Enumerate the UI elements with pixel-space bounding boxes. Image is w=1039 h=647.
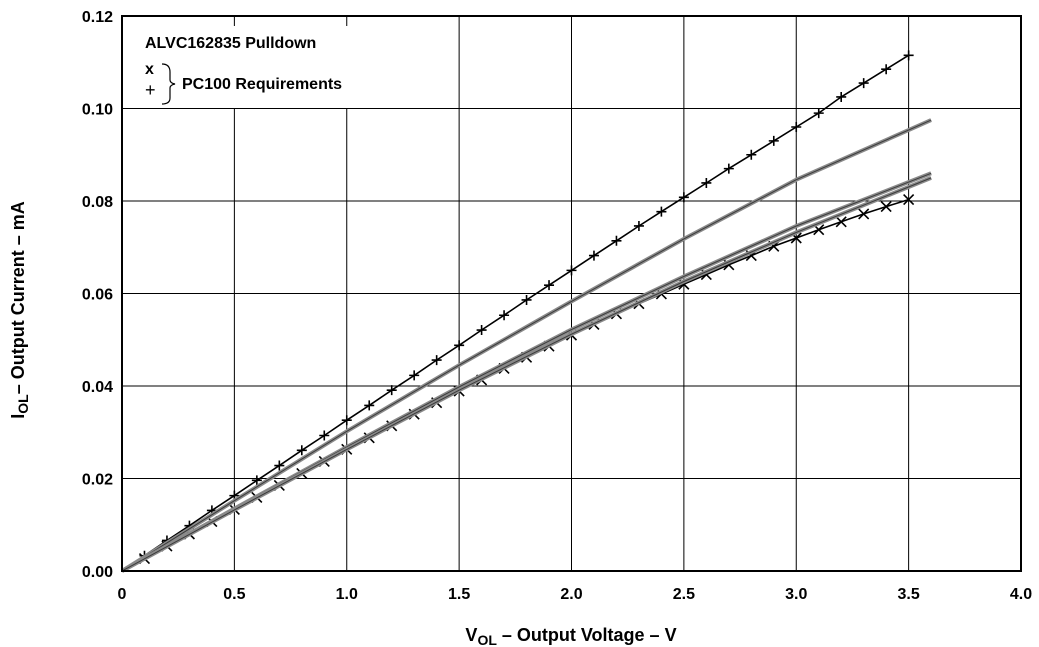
x-tick-label: 2.5 [673, 586, 695, 603]
y-tick-label: 0.04 [82, 379, 113, 396]
y-tick-label: 0.12 [82, 9, 113, 26]
x-marker [835, 216, 847, 228]
plus-marker [633, 220, 644, 231]
plus-marker [813, 108, 824, 119]
plus-marker [858, 78, 869, 89]
series-1 [121, 194, 915, 572]
plus-marker [701, 177, 712, 188]
legend-marker-x-label: x [145, 61, 154, 78]
legend: ALVC162835 Pulldown x + PC100 Requiremen… [134, 26, 402, 108]
band-line-core-2 [121, 119, 932, 572]
plus-marker [431, 355, 442, 366]
series-line-0 [121, 54, 910, 572]
y-axis-title-subscript: OL [15, 394, 31, 414]
x-tick-label: 0.5 [223, 586, 245, 603]
x-axis-title-prefix: V [465, 625, 477, 645]
plus-marker [296, 445, 307, 456]
x-marker [903, 194, 915, 206]
plus-marker [723, 163, 734, 174]
x-tick-label: 2.0 [560, 586, 582, 603]
x-marker [880, 200, 892, 213]
plus-marker [791, 122, 802, 132]
legend-background [134, 26, 402, 108]
plot-frame [121, 15, 1022, 572]
legend-marker-plus-label: + [145, 80, 156, 100]
y-axis-title-suffix: – Output Current – mA [8, 201, 28, 394]
plus-marker [544, 280, 555, 291]
plus-marker [588, 250, 599, 261]
x-tick-label: 0 [118, 586, 127, 603]
band-line-4 [121, 176, 932, 573]
x-axis-title-suffix: – Output Voltage – V [497, 625, 677, 645]
plus-marker [454, 340, 465, 351]
plus-marker [656, 206, 667, 217]
plus-marker [836, 91, 847, 102]
y-axis-title: IOL– Output Current – mA [8, 201, 31, 418]
plus-marker [566, 265, 577, 276]
series-line-1 [121, 198, 909, 572]
plus-marker [409, 370, 420, 381]
x-marker [858, 208, 870, 220]
band-line-core-4 [121, 177, 932, 572]
x-tick-label: 3.0 [785, 586, 807, 603]
y-tick-label: 0.08 [82, 194, 113, 211]
plus-marker [903, 50, 914, 61]
plus-marker [476, 325, 487, 336]
x-tick-label: 1.0 [336, 586, 358, 603]
x-tick-label: 4.0 [1010, 586, 1032, 603]
series-2 [120, 118, 932, 573]
plus-marker [611, 235, 622, 246]
x-tick-label: 3.5 [898, 586, 920, 603]
y-tick-label: 0.06 [82, 287, 113, 304]
legend-group-label: PC100 Requirements [182, 76, 342, 93]
plus-marker [746, 149, 757, 160]
legend-title: ALVC162835 Pulldown [145, 35, 316, 52]
plus-marker [768, 135, 779, 146]
x-tick-label: 1.5 [448, 586, 470, 603]
plus-marker [364, 400, 375, 411]
series-4 [121, 176, 932, 573]
plus-marker [678, 192, 689, 203]
series-layer [120, 50, 932, 573]
plus-marker [881, 64, 892, 75]
tick-labels: 0 0.5 1.0 1.5 2.0 2.5 3.0 3.5 4.0 0.00 0.02 0.04 0.0… [82, 9, 1032, 603]
series-0 [121, 50, 914, 572]
plus-marker [319, 430, 330, 441]
plus-marker [521, 294, 532, 305]
y-tick-label: 0.02 [82, 472, 113, 489]
plus-marker [386, 385, 397, 396]
legend-brace-icon [161, 63, 176, 105]
plus-marker [499, 310, 510, 321]
x-axis-title: VOL – Output Voltage – V [465, 625, 676, 647]
y-tick-label: 0.10 [82, 102, 113, 119]
plus-marker [251, 475, 262, 486]
plus-marker [274, 460, 285, 471]
plus-marker [341, 415, 352, 426]
x-axis-title-subscript: OL [477, 632, 497, 647]
y-tick-label: 0.00 [82, 564, 113, 581]
y-axis-title-prefix: I [8, 414, 28, 419]
